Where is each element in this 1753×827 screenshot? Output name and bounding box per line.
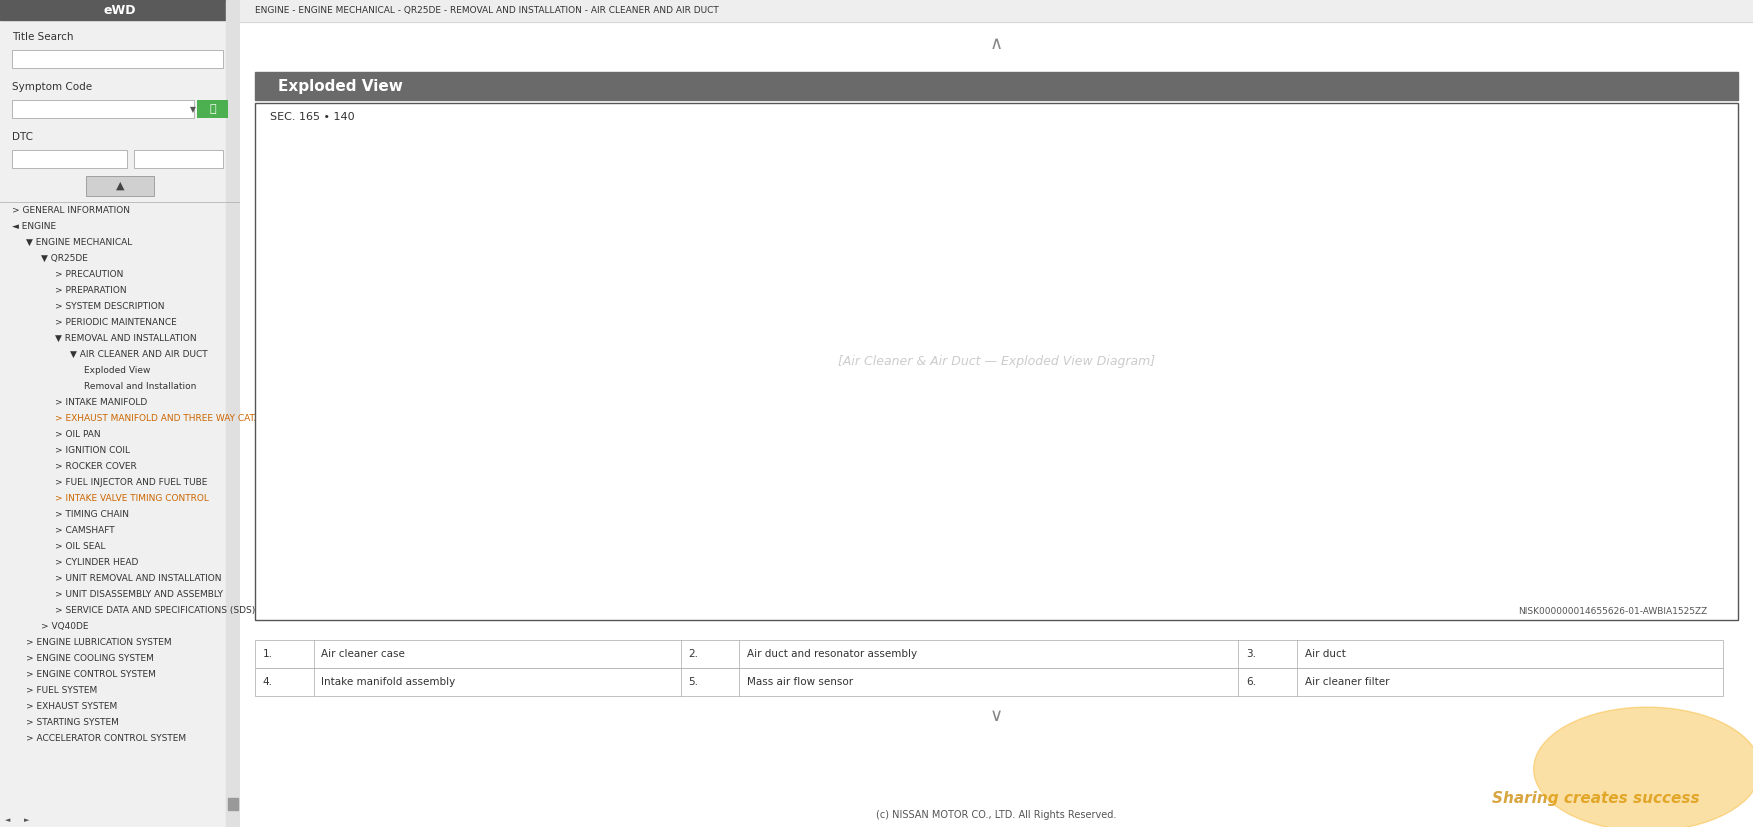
Text: 1.: 1. (263, 649, 273, 659)
Bar (240, 0, 1753, 22)
Text: ▼: ▼ (189, 105, 196, 113)
Text: 5.: 5. (689, 677, 698, 687)
Text: > EXHAUST SYSTEM: > EXHAUST SYSTEM (26, 702, 117, 711)
Text: > PRECAUTION: > PRECAUTION (54, 270, 123, 280)
Text: ▲: ▲ (116, 181, 124, 191)
Bar (256, 103, 1737, 620)
Text: > IGNITION COIL: > IGNITION COIL (54, 446, 130, 455)
Bar (256, 640, 1723, 668)
Text: ▼ QR25DE: ▼ QR25DE (40, 254, 88, 263)
Text: > UNIT DISASSEMBLY AND ASSEMBLY: > UNIT DISASSEMBLY AND ASSEMBLY (54, 590, 223, 599)
Text: 3.: 3. (1246, 649, 1255, 659)
Text: DTC: DTC (12, 132, 33, 142)
Text: 4.: 4. (263, 677, 273, 687)
Bar (12, 100, 195, 118)
Text: eWD: eWD (103, 3, 137, 17)
Text: Exploded View: Exploded View (84, 366, 151, 375)
Text: ◄ ENGINE: ◄ ENGINE (12, 222, 56, 231)
Text: Air cleaner filter: Air cleaner filter (1304, 677, 1388, 687)
Text: > OIL SEAL: > OIL SEAL (54, 543, 105, 551)
Text: ▼ ENGINE MECHANICAL: ▼ ENGINE MECHANICAL (26, 238, 133, 247)
Text: > EXHAUST MANIFOLD AND THREE WAY CATALYST: > EXHAUST MANIFOLD AND THREE WAY CATALYS… (54, 414, 280, 423)
Text: ▼ AIR CLEANER AND AIR DUCT: ▼ AIR CLEANER AND AIR DUCT (70, 350, 207, 359)
Text: ◄: ◄ (5, 817, 11, 823)
Bar (0, 0, 240, 20)
Text: > TIMING CHAIN: > TIMING CHAIN (54, 510, 130, 519)
Text: > SYSTEM DESCRIPTION: > SYSTEM DESCRIPTION (54, 302, 165, 311)
Text: Intake manifold assembly: Intake manifold assembly (321, 677, 456, 687)
Text: SEC. 165 • 140: SEC. 165 • 140 (270, 112, 354, 122)
Text: > FUEL INJECTOR AND FUEL TUBE: > FUEL INJECTOR AND FUEL TUBE (54, 478, 207, 487)
Text: 2.: 2. (689, 649, 698, 659)
Text: > PERIODIC MAINTENANCE: > PERIODIC MAINTENANCE (54, 318, 177, 327)
Text: Title Search: Title Search (12, 32, 74, 42)
Text: Removal and Installation: Removal and Installation (84, 382, 196, 391)
Text: Air cleaner case: Air cleaner case (321, 649, 405, 659)
Text: > FUEL SYSTEM: > FUEL SYSTEM (26, 686, 98, 696)
Bar (12, 151, 128, 168)
Text: Air duct: Air duct (1304, 649, 1346, 659)
Text: Exploded View: Exploded View (277, 79, 403, 93)
Text: ENGINE - ENGINE MECHANICAL - QR25DE - REMOVAL AND INSTALLATION - AIR CLEANER AND: ENGINE - ENGINE MECHANICAL - QR25DE - RE… (256, 7, 719, 16)
Text: Air duct and resonator assembly: Air duct and resonator assembly (747, 649, 917, 659)
Bar (135, 151, 223, 168)
Text: ∨: ∨ (990, 707, 1003, 725)
Text: > PREPARATION: > PREPARATION (54, 286, 126, 295)
Bar (12, 50, 223, 68)
Text: > UNIT REMOVAL AND INSTALLATION: > UNIT REMOVAL AND INSTALLATION (54, 574, 221, 583)
Bar (256, 668, 1723, 696)
Text: > ENGINE CONTROL SYSTEM: > ENGINE CONTROL SYSTEM (26, 670, 156, 679)
Text: (c) NISSAN MOTOR CO., LTD. All Rights Reserved.: (c) NISSAN MOTOR CO., LTD. All Rights Re… (876, 810, 1117, 820)
Text: > STARTING SYSTEM: > STARTING SYSTEM (26, 718, 119, 727)
Text: > ACCELERATOR CONTROL SYSTEM: > ACCELERATOR CONTROL SYSTEM (26, 734, 186, 743)
Text: Mass air flow sensor: Mass air flow sensor (747, 677, 854, 687)
Text: > VQ40DE: > VQ40DE (40, 622, 88, 631)
Text: > OIL PAN: > OIL PAN (54, 430, 102, 439)
Bar (256, 72, 1737, 100)
Text: > ROCKER COVER: > ROCKER COVER (54, 462, 137, 471)
Circle shape (1534, 707, 1753, 827)
Bar (196, 100, 228, 118)
Text: ▼ REMOVAL AND INSTALLATION: ▼ REMOVAL AND INSTALLATION (54, 334, 196, 343)
Bar (226, 0, 240, 827)
Text: [Air Cleaner & Air Duct — Exploded View Diagram]: [Air Cleaner & Air Duct — Exploded View … (838, 355, 1155, 368)
Text: > ENGINE COOLING SYSTEM: > ENGINE COOLING SYSTEM (26, 654, 154, 663)
Bar (228, 798, 238, 810)
Text: NISK000000014655626-01-AWBIA1525ZZ: NISK000000014655626-01-AWBIA1525ZZ (1518, 608, 1707, 616)
Text: 6.: 6. (1246, 677, 1255, 687)
Text: > INTAKE MANIFOLD: > INTAKE MANIFOLD (54, 398, 147, 407)
Text: ►: ► (25, 817, 30, 823)
Text: > SERVICE DATA AND SPECIFICATIONS (SDS): > SERVICE DATA AND SPECIFICATIONS (SDS) (54, 606, 256, 615)
Text: ∧: ∧ (990, 35, 1003, 53)
Text: ⌕: ⌕ (209, 104, 216, 114)
Text: > CYLINDER HEAD: > CYLINDER HEAD (54, 558, 138, 567)
Text: > GENERAL INFORMATION: > GENERAL INFORMATION (12, 206, 130, 215)
Text: > ENGINE LUBRICATION SYSTEM: > ENGINE LUBRICATION SYSTEM (26, 638, 172, 648)
Text: Sharing creates success: Sharing creates success (1492, 791, 1700, 806)
Text: > CAMSHAFT: > CAMSHAFT (54, 526, 116, 535)
Bar (86, 176, 154, 196)
Text: Symptom Code: Symptom Code (12, 82, 93, 92)
Text: > INTAKE VALVE TIMING CONTROL: > INTAKE VALVE TIMING CONTROL (54, 495, 209, 503)
